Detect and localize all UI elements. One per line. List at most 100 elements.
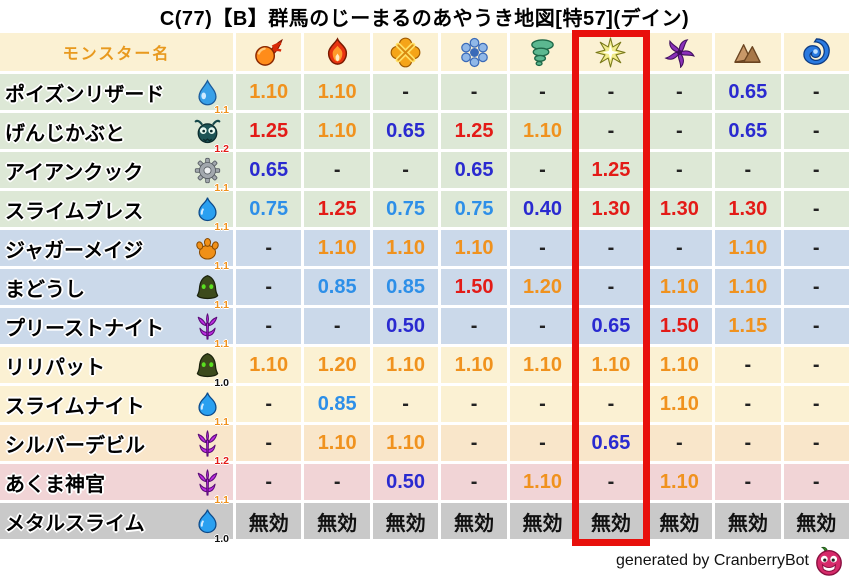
resist-cell: - — [783, 191, 849, 227]
footer-credit-text: generated by CranberryBot — [616, 552, 809, 569]
resist-cell: 1.10 — [441, 347, 507, 383]
resist-cell: 0.65 — [441, 152, 507, 188]
monster-name-cell: あくま神官 1.1 — [0, 464, 233, 505]
beetle-icon: 1.2 — [194, 118, 229, 154]
monster-name-cell: プリーストナイト 1.1 — [0, 308, 233, 349]
resist-cell: - — [783, 425, 849, 461]
resist-cell: - — [646, 152, 713, 188]
resist-cell: - — [509, 230, 576, 266]
resist-cell: - — [304, 308, 370, 344]
resist-cell: 1.10 — [509, 464, 576, 500]
resist-cell: - — [509, 425, 576, 461]
resist-cell: - — [441, 74, 507, 110]
resist-cell: 0.75 — [236, 191, 302, 227]
resist-cell: - — [646, 230, 713, 266]
monster-name-header: モンスター名 — [0, 33, 233, 71]
resist-cell: 1.10 — [304, 113, 370, 149]
resist-cell: - — [236, 269, 302, 305]
resist-cell: - — [646, 425, 713, 461]
resist-cell: 0.65 — [236, 152, 302, 188]
resist-cell: - — [715, 152, 781, 188]
resist-cell: - — [578, 464, 644, 500]
resist-cell: 0.50 — [372, 464, 439, 500]
resist-cell: 1.25 — [304, 191, 370, 227]
resist-cell: 0.75 — [372, 191, 439, 227]
element-header-cell — [441, 33, 507, 71]
monster-name: プリーストナイト — [5, 317, 164, 340]
resist-cell: 無効 — [509, 503, 576, 539]
element-header-cell — [509, 33, 576, 71]
resist-cell: - — [783, 308, 849, 344]
resist-cell: 1.10 — [646, 464, 713, 500]
monster-name: ジャガーメイジ — [5, 239, 144, 262]
resist-cell: 0.85 — [372, 269, 439, 305]
monster-name: スライムナイト — [5, 395, 145, 418]
resist-cell: 1.50 — [646, 308, 713, 344]
resist-cell: 1.10 — [509, 347, 576, 383]
resist-cell: - — [236, 425, 302, 461]
monster-name-cell: アイアンクック 1.1 — [0, 152, 233, 193]
resist-cell: - — [441, 464, 507, 500]
resist-cell: 0.85 — [304, 386, 370, 422]
resist-cell: 1.10 — [578, 347, 644, 383]
monster-name: アイアンクック — [5, 161, 144, 184]
resist-cell: 0.65 — [715, 113, 781, 149]
flame-icon — [322, 36, 353, 68]
monster-name: ポイズンリザード — [5, 83, 165, 106]
monster-name: メタルスライム — [5, 512, 145, 535]
page-title: C(77)【B】群馬のじーまるのあやうき地図[特57](デイン) — [159, 8, 690, 30]
resist-cell: 0.85 — [304, 269, 370, 305]
slime-icon: 1.1 — [194, 196, 229, 232]
resist-cell: 無効 — [236, 503, 302, 539]
monster-name-cell: スライムブレス 1.1 — [0, 191, 233, 232]
resist-cell: - — [372, 386, 439, 422]
resist-cell: 無効 — [441, 503, 507, 539]
resist-cell: - — [578, 230, 644, 266]
resist-cell: - — [441, 425, 507, 461]
element-header-cell — [715, 33, 781, 71]
resist-cell: - — [509, 74, 576, 110]
resist-cell: 無効 — [304, 503, 370, 539]
resist-cell: 無効 — [646, 503, 713, 539]
resist-cell: 0.65 — [578, 308, 644, 344]
resist-cell: 1.10 — [236, 347, 302, 383]
resist-cell: - — [236, 308, 302, 344]
resist-table: モンスター名 ポイズンリザード 1.1 1.10 1.10- - - - -0.65- げんじかぶ… — [0, 33, 849, 544]
resist-cell: 1.30 — [646, 191, 713, 227]
resist-cell: 0.65 — [715, 74, 781, 110]
resist-cell: 1.10 — [441, 230, 507, 266]
resist-cell: - — [441, 386, 507, 422]
resist-cell: - — [236, 386, 302, 422]
resist-cell: 1.10 — [236, 74, 302, 110]
resist-cell: 1.20 — [509, 269, 576, 305]
monster-name-cell: スライムナイト 1.1 — [0, 386, 233, 427]
resist-cell: 1.15 — [715, 308, 781, 344]
element-header-cell — [783, 33, 849, 71]
resist-cell: 1.20 — [304, 347, 370, 383]
resist-cell: - — [715, 347, 781, 383]
resist-cell: 無効 — [372, 503, 439, 539]
monster-name: シルバーデビル — [5, 434, 145, 457]
monster-name: まどうし — [5, 278, 85, 301]
monster-name-cell: シルバーデビル 1.2 — [0, 425, 233, 466]
snowflake-icon — [459, 37, 490, 68]
resist-cell: - — [578, 269, 644, 305]
resist-cell: - — [441, 308, 507, 344]
monster-name: げんじかぶと — [5, 122, 125, 145]
io-burst-icon — [390, 37, 421, 68]
monster-name-cell: リリパット 1.0 — [0, 347, 233, 388]
resist-cell: 0.75 — [441, 191, 507, 227]
mountain-icon — [732, 37, 763, 68]
resist-cell: 1.50 — [441, 269, 507, 305]
element-header-cell — [646, 33, 713, 71]
wave-icon — [801, 37, 832, 68]
slime-icon: 1.1 — [194, 391, 229, 427]
resist-cell: - — [578, 386, 644, 422]
resist-cell: - — [783, 74, 849, 110]
resist-cell: 1.10 — [372, 347, 439, 383]
element-header-cell — [304, 33, 370, 71]
monster-name-cell: メタルスライム 1.0 — [0, 503, 233, 544]
resist-cell: - — [783, 386, 849, 422]
dein-star-icon — [595, 36, 627, 68]
